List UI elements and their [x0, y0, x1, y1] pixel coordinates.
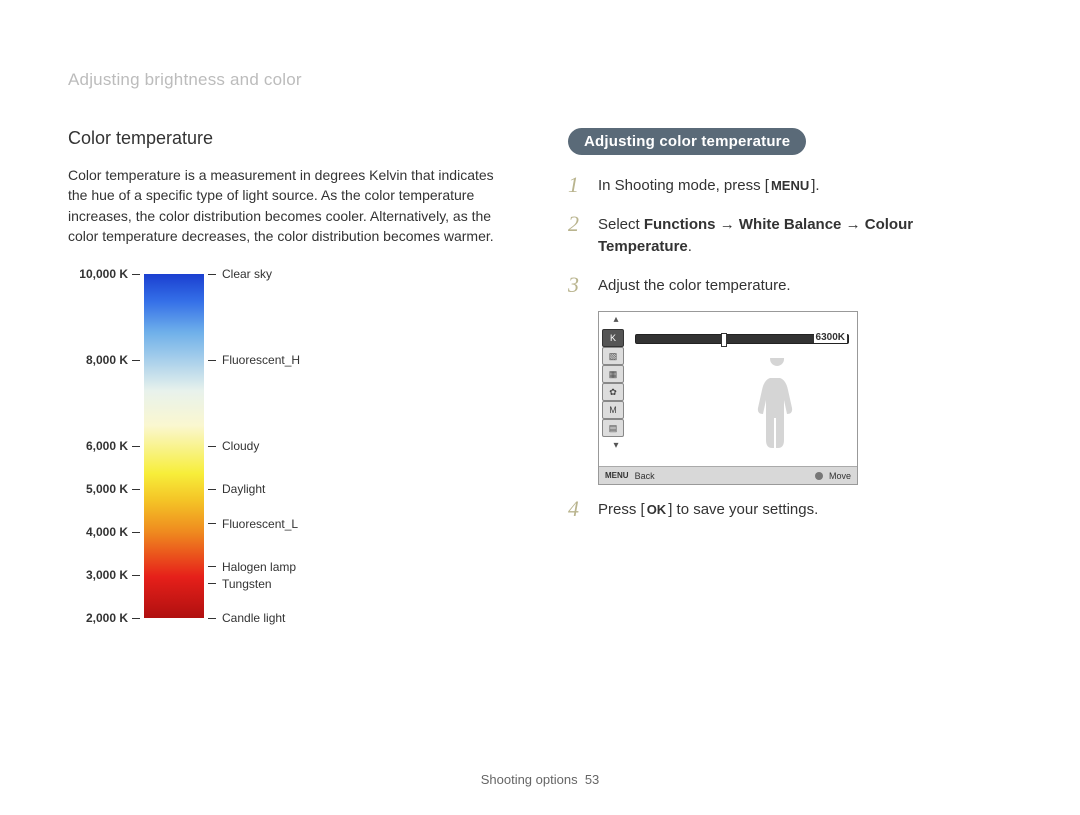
lcd-menu-label: MENU: [605, 471, 629, 480]
step-number: 2: [568, 212, 586, 236]
slider-handle: [721, 333, 727, 347]
kelvin-tick-left: 2,000 K: [86, 611, 144, 625]
kelvin-tick-left: 8,000 K: [86, 353, 144, 367]
kelvin-tick-left: 6,000 K: [86, 439, 144, 453]
footer-section: Shooting options: [481, 772, 578, 787]
camera-lcd-preview: ▴ K▧▦✿M▤ ▾ 6300K MENU Back Move: [598, 311, 858, 485]
kelvin-tick-right: Clear sky: [204, 267, 272, 281]
lcd-mode-icon: K: [602, 329, 624, 347]
step-4: 4 Press [OK] to save your settings.: [568, 497, 1008, 522]
kelvin-tick-right: Fluorescent_H: [204, 353, 300, 367]
menu-button-label: MENU: [769, 176, 811, 196]
content-columns: Color temperature Color temperature is a…: [68, 128, 1012, 634]
step-text-pre: Press [: [598, 501, 645, 518]
lcd-move-label: Move: [829, 471, 851, 481]
lcd-mode-icon: ▧: [602, 347, 624, 365]
kelvin-tick-right: Tungsten: [204, 577, 272, 591]
lcd-sidebar: ▴ K▧▦✿M▤ ▾: [602, 315, 630, 451]
body-paragraph: Color temperature is a measurement in de…: [68, 165, 508, 246]
lcd-back-label: Back: [635, 471, 655, 481]
lcd-mode-icon: ▦: [602, 365, 624, 383]
step-number: 3: [568, 273, 586, 297]
silhouette-figure: [747, 358, 807, 458]
lcd-mode-icon: ✿: [602, 383, 624, 401]
color-temperature-chart: 10,000 K8,000 K6,000 K5,000 K4,000 K3,00…: [76, 274, 508, 634]
step-text-pre: In Shooting mode, press [: [598, 177, 769, 194]
step-text-post: ] to save your settings.: [668, 501, 818, 518]
kelvin-tick-right: Daylight: [204, 482, 265, 496]
kelvin-tick-left: 5,000 K: [86, 482, 144, 496]
up-arrow-icon: ▴: [602, 315, 630, 325]
step-3: 3 Adjust the color temperature.: [568, 273, 1008, 298]
step-number: 4: [568, 497, 586, 521]
kelvin-tick-right: Candle light: [204, 611, 285, 625]
kelvin-tick-right: Cloudy: [204, 439, 259, 453]
lcd-footer: MENU Back Move: [599, 466, 857, 484]
procedure-pill-heading: Adjusting color temperature: [568, 128, 806, 155]
step-text: Press [OK] to save your settings.: [598, 497, 818, 522]
kelvin-tick-left: 3,000 K: [86, 568, 144, 582]
down-arrow-icon: ▾: [602, 441, 630, 451]
kelvin-tick-right: Halogen lamp: [204, 560, 296, 574]
kelvin-tick-left: 4,000 K: [86, 525, 144, 539]
section-heading: Color temperature: [68, 128, 508, 149]
lcd-mode-icon: ▤: [602, 419, 624, 437]
lcd-mode-icon: M: [602, 401, 624, 419]
page-footer: Shooting options 53: [0, 772, 1080, 787]
step-2: 2 Select Functions → White Balance → Col…: [568, 212, 1008, 259]
move-dot-icon: [815, 472, 823, 480]
step-text-post: ].: [811, 177, 819, 194]
right-column: Adjusting color temperature 1 In Shootin…: [568, 128, 1008, 634]
footer-page-number: 53: [585, 772, 599, 787]
kelvin-tick-left: 10,000 K: [79, 267, 144, 281]
step-text: In Shooting mode, press [MENU].: [598, 173, 820, 198]
step-text: Select Functions → White Balance → Colou…: [598, 212, 1008, 259]
step-text: Adjust the color temperature.: [598, 273, 791, 298]
breadcrumb: Adjusting brightness and color: [68, 70, 1012, 90]
ok-button-label: OK: [645, 500, 669, 520]
kelvin-tick-right: Fluorescent_L: [204, 517, 298, 531]
kelvin-gradient-bar: [144, 274, 204, 618]
temperature-value: 6300K: [814, 332, 847, 343]
left-column: Color temperature Color temperature is a…: [68, 128, 508, 634]
step-1: 1 In Shooting mode, press [MENU].: [568, 173, 1008, 198]
step-number: 1: [568, 173, 586, 197]
